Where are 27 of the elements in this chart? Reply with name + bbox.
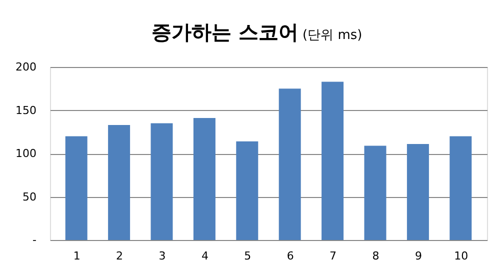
x-tick-label: 2	[116, 250, 124, 262]
y-tick-label: 200	[16, 60, 36, 74]
x-tick-label: 9	[414, 250, 422, 262]
y-tick-label: -	[32, 234, 37, 246]
bar	[65, 136, 88, 240]
x-tick-label: 3	[158, 250, 166, 262]
x-tick-label: 6	[286, 250, 294, 262]
bar	[150, 123, 173, 240]
bar	[322, 82, 344, 240]
bar	[193, 118, 216, 240]
x-tick-label: 8	[372, 250, 380, 262]
x-tick-label: 7	[330, 250, 337, 262]
y-tick-label: 100	[16, 147, 36, 160]
y-tick-label: 150	[16, 104, 36, 117]
bar	[406, 144, 429, 240]
bar	[450, 136, 472, 240]
chart-title: 증가하는 스코어	[152, 20, 298, 44]
x-tick-label: 1	[73, 250, 80, 262]
x-tick-label: 10	[454, 250, 468, 262]
x-tick-label: 5	[244, 250, 252, 262]
bar	[108, 124, 130, 240]
y-tick-label: 50	[22, 190, 36, 204]
chart-subtitle: (단위 ms)	[302, 28, 362, 43]
bar	[278, 88, 301, 240]
bar	[236, 141, 258, 240]
x-tick-label: 4	[201, 250, 208, 262]
bar	[364, 146, 386, 240]
